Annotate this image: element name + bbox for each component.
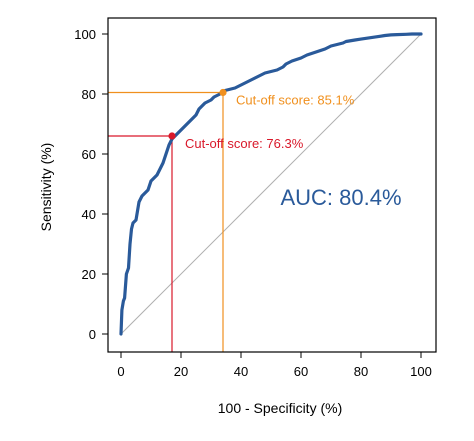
cutoff-1-label: Cut-off score: 76.3% — [185, 136, 304, 151]
x-axis-title: 100 - Specificity (%) — [218, 400, 342, 416]
y-tick-label-5: 100 — [74, 27, 96, 42]
axes-group — [102, 17, 437, 358]
cutoff-lines-group — [108, 91, 224, 352]
cutoff-0-point — [219, 88, 227, 97]
auc-annotation: AUC: 80.4% — [280, 185, 401, 210]
text-group: Cut-off score: 85.1% Cut-off score: 76.3%… — [38, 27, 432, 416]
x-tick-label-3: 60 — [294, 364, 308, 379]
x-tick-label-1: 20 — [174, 364, 188, 379]
x-tick-label-2: 40 — [234, 364, 248, 379]
x-tick-label-5: 100 — [410, 364, 432, 379]
y-tick-label-3: 60 — [82, 147, 96, 162]
cutoff-0-label: Cut-off score: 85.1% — [236, 93, 355, 108]
roc-curve-group — [119, 32, 423, 336]
x-tick-label-0: 0 — [117, 364, 124, 379]
roc-curve-line — [119, 32, 423, 336]
plot-frame — [107, 17, 437, 353]
diagonal-reference-line — [120, 33, 422, 335]
y-tick-label-2: 40 — [82, 207, 96, 222]
reference-line-group — [120, 33, 422, 335]
y-tick-label-0: 0 — [89, 327, 96, 342]
x-tick-label-4: 80 — [354, 364, 368, 379]
cutoff-1-point — [168, 132, 176, 140]
y-tick-label-4: 80 — [82, 87, 96, 102]
y-axis-title: Sensitivity (%) — [38, 143, 54, 232]
y-tick-label-1: 20 — [82, 267, 96, 282]
